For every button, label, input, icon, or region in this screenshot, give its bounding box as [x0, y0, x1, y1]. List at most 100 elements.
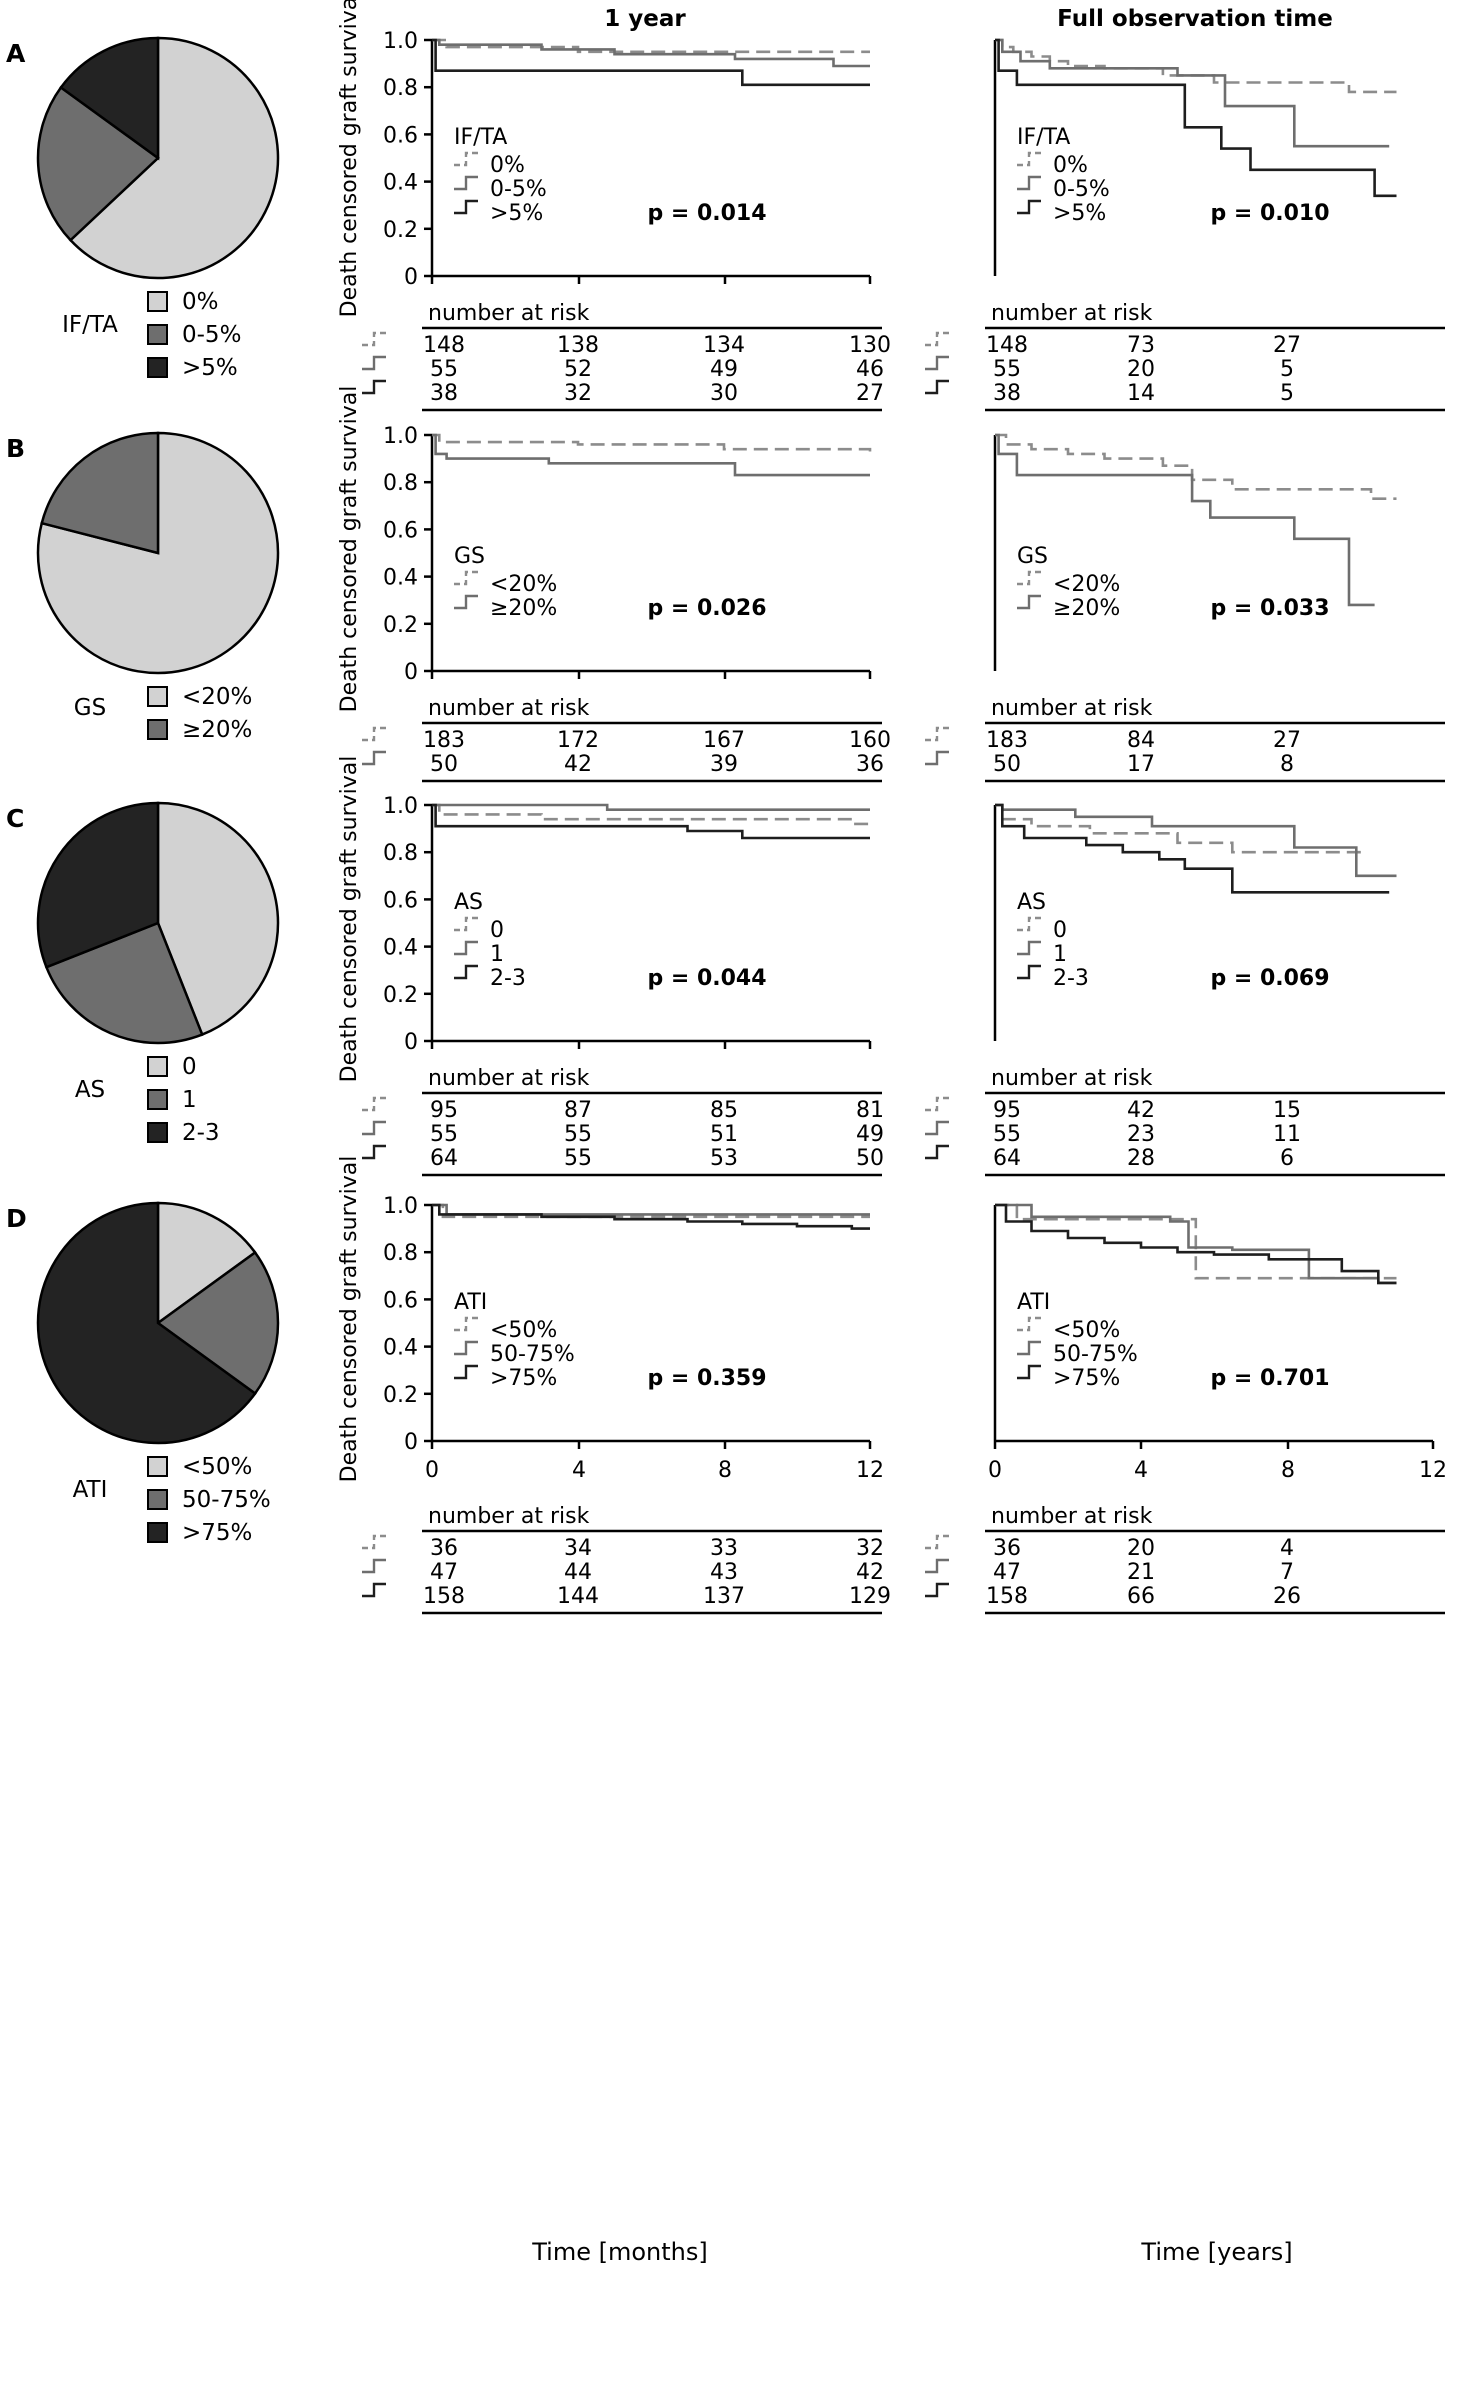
km-legend-label-C-1-1: 1	[1053, 942, 1067, 967]
risk-value-C-0-2-1: 55	[564, 1146, 592, 1171]
km-legend-glyph-D-0-0	[454, 1316, 478, 1332]
pie-legend-swatch-C-0	[147, 1056, 168, 1077]
pie-legend-label-C-2: 2-3	[182, 1120, 220, 1146]
risk-value-D-0-0-2: 33	[710, 1536, 738, 1561]
risk-value-B-1-1-2: 8	[1280, 752, 1294, 777]
km-curve-C-0-2	[432, 803, 870, 840]
risk-value-C-0-2-3: 50	[856, 1146, 884, 1171]
y-axis-label-C: Death censored graft survival	[337, 756, 362, 1083]
risk-value-D-0-0-1: 34	[564, 1536, 592, 1561]
km-legend-label-D-1-2: >75%	[1053, 1366, 1120, 1391]
km-curve-A-0-2	[432, 38, 870, 87]
pie-legend-label-D-2: >75%	[182, 1520, 252, 1546]
y-tick-label-A-2: 0.4	[383, 171, 418, 196]
km-chart-A-full: IF/TA 0%0-5%>5% p = 0.010 number at risk 148…	[925, 38, 1445, 412]
km-chart-D-full: 0 4 8 12 ATI<50%50-75%>75% p = 0.701 number at…	[925, 1203, 1447, 1615]
p-value-C-0: p = 0.044	[647, 966, 766, 991]
km-curve-A-1-0	[995, 38, 1397, 94]
panel-D: DATI<50%50-75%>75%00.20.40.60.81.0Death …	[6, 1156, 1447, 1615]
pie-slice-A-2	[59, 36, 160, 161]
risk-header-B-0: number at risk	[428, 696, 590, 721]
panel-letter-C: C	[6, 804, 24, 833]
y-tick-label-D-1: 0.2	[383, 1383, 418, 1408]
pie-legend-title-D: ATI	[73, 1477, 108, 1503]
km-legend-glyph-D-1-1	[1017, 1340, 1041, 1356]
risk-glyph-B-1-0	[925, 726, 949, 742]
km-legend-label-A-1-2: >5%	[1053, 201, 1106, 226]
km-legend-glyph-B-0-1	[454, 594, 478, 610]
risk-glyph-A-0-1	[362, 355, 386, 371]
p-value-B-1: p = 0.033	[1210, 596, 1329, 621]
pie-slice-B-1	[40, 431, 160, 555]
column-title-1-year: 1 year	[604, 6, 686, 32]
risk-value-C-1-0-2: 15	[1273, 1098, 1301, 1123]
pie-legend-swatch-D-0	[147, 1456, 168, 1477]
y-tick-label-A-3: 0.6	[383, 123, 418, 148]
risk-glyph-A-0-0	[362, 331, 386, 347]
risk-header-A-1: number at risk	[991, 301, 1153, 326]
risk-glyph-D-1-2	[925, 1582, 949, 1598]
y-axis-label-B: Death censored graft survival	[337, 386, 362, 713]
y-tick-label-C-0: 0	[404, 1030, 418, 1055]
pie-legend-swatch-B-0	[147, 686, 168, 707]
km-legend-label-C-0-1: 1	[490, 942, 504, 967]
risk-value-A-1-1-0: 55	[993, 357, 1021, 382]
y-tick-label-D-2: 0.4	[383, 1336, 418, 1361]
p-value-A-1: p = 0.010	[1210, 201, 1329, 226]
pie-slice-C-2	[36, 801, 160, 969]
risk-glyph-C-0-1	[362, 1120, 386, 1136]
risk-value-B-0-0-3: 160	[849, 728, 891, 753]
x-tick-label-D-0-1: 4	[572, 1458, 586, 1483]
pie-legend-swatch-A-1	[147, 324, 168, 345]
km-curve-A-1-1	[995, 38, 1390, 148]
risk-value-A-0-0-1: 138	[557, 333, 599, 358]
risk-value-A-0-1-0: 55	[430, 357, 458, 382]
risk-value-C-0-1-0: 55	[430, 1122, 458, 1147]
y-tick-label-B-4: 0.8	[383, 471, 418, 496]
risk-glyph-C-1-0	[925, 1096, 949, 1112]
km-legend-title-A-0: IF/TA	[454, 125, 507, 150]
pie-legend-label-A-2: >5%	[182, 355, 238, 381]
risk-glyph-B-0-1	[362, 750, 386, 766]
risk-value-D-1-1-1: 21	[1127, 1560, 1155, 1585]
km-legend-label-A-0-2: >5%	[490, 201, 543, 226]
risk-header-D-0: number at risk	[428, 1504, 590, 1529]
risk-glyph-D-1-0	[925, 1534, 949, 1550]
risk-value-C-0-2-0: 64	[430, 1146, 458, 1171]
km-curve-D-1-1	[995, 1203, 1397, 1285]
km-legend-title-B-0: GS	[454, 544, 485, 569]
p-value-C-1: p = 0.069	[1210, 966, 1329, 991]
pie-legend-swatch-D-2	[147, 1522, 168, 1543]
risk-value-C-0-1-3: 49	[856, 1122, 884, 1147]
y-tick-label-B-3: 0.6	[383, 518, 418, 543]
pie-legend-swatch-B-1	[147, 719, 168, 740]
km-legend-label-B-0-1: ≥20%	[490, 596, 557, 621]
p-value-A-0: p = 0.014	[647, 201, 766, 226]
km-legend-label-A-1-0: 0%	[1053, 153, 1088, 178]
risk-value-C-0-0-0: 95	[430, 1098, 458, 1123]
risk-value-C-1-1-2: 11	[1273, 1122, 1301, 1147]
risk-glyph-D-1-1	[925, 1558, 949, 1574]
y-tick-label-D-0: 0	[404, 1430, 418, 1455]
risk-glyph-C-0-0	[362, 1096, 386, 1112]
km-curve-B-0-1	[432, 433, 870, 477]
y-tick-label-C-4: 0.8	[383, 841, 418, 866]
y-tick-label-B-1: 0.2	[383, 613, 418, 638]
risk-value-B-0-1-1: 42	[564, 752, 592, 777]
km-chart-B-full: GS<20%≥20% p = 0.033 number at risk 183 84 27…	[925, 433, 1445, 783]
km-legend-label-D-0-0: <50%	[490, 1318, 557, 1343]
risk-value-B-0-1-3: 36	[856, 752, 884, 777]
km-curve-C-1-1	[995, 803, 1397, 878]
risk-value-D-1-2-0: 158	[986, 1584, 1028, 1609]
risk-value-C-1-2-0: 64	[993, 1146, 1021, 1171]
km-legend-glyph-A-1-2	[1017, 199, 1041, 215]
km-legend-glyph-D-1-2	[1017, 1364, 1041, 1380]
y-tick-label-A-5: 1.0	[383, 29, 418, 54]
km-curve-A-0-0	[432, 38, 870, 54]
pie-legend-swatch-A-2	[147, 357, 168, 378]
km-legend-glyph-D-0-1	[454, 1340, 478, 1356]
km-curve-C-1-2	[995, 803, 1390, 894]
pie-legend-swatch-D-1	[147, 1489, 168, 1510]
